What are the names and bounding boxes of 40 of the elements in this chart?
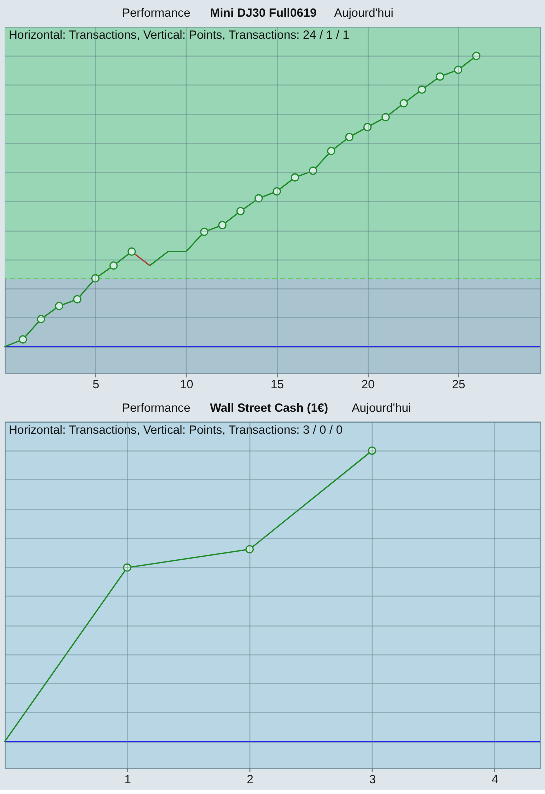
chart-subtitle: Horizontal: Transactions, Vertical: Points, Transactions: 3 / 0 / 0 (8, 422, 344, 437)
text: Performance (122, 400, 191, 415)
x-tick-label: 10 (180, 378, 194, 392)
point (436, 72, 444, 81)
point (236, 207, 245, 216)
point (128, 248, 136, 256)
point (272, 187, 282, 196)
chart-subtitle: Horizontal: Transactions, Vertical: Points, Transactions: 24 / 1 / 1 (8, 28, 350, 42)
point (309, 166, 318, 176)
x-tick-label: 3 (369, 772, 376, 786)
x-tick-label: 20 (362, 378, 376, 392)
point (200, 228, 209, 236)
point (472, 52, 481, 60)
x-tick-label: 15 (270, 378, 285, 392)
chart-title: Mini DJ30 Full0619 (210, 6, 318, 20)
point (418, 86, 426, 94)
point (290, 174, 300, 182)
point (18, 335, 28, 344)
text: Performance (122, 6, 191, 20)
text: Aujourd'hui (352, 400, 412, 415)
x-tick-label: 5 (92, 378, 100, 392)
point (55, 302, 64, 310)
point (37, 315, 46, 324)
point (91, 274, 100, 283)
text: Aujourd'hui (334, 6, 394, 20)
point (364, 123, 372, 132)
point (254, 194, 264, 203)
x-tick-label: 2 (247, 772, 254, 786)
point (382, 113, 390, 122)
x-tick-label: 4 (492, 772, 499, 786)
chart-title: Wall Street Cash (1€) (210, 400, 328, 415)
x-tick-label: 1 (124, 772, 132, 786)
point (454, 66, 463, 74)
point (73, 295, 82, 304)
point (327, 147, 336, 156)
point (218, 221, 227, 230)
x-tick-label: 25 (452, 378, 466, 392)
point (110, 262, 118, 270)
point (400, 99, 408, 108)
point (345, 133, 354, 142)
